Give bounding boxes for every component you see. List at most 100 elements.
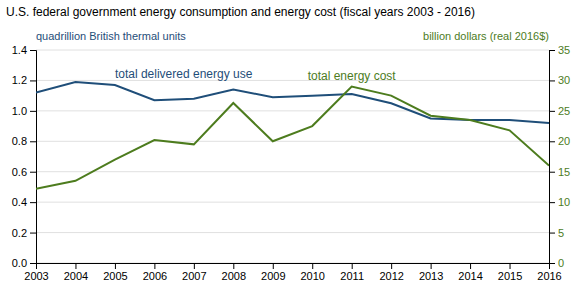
series-label: total energy cost xyxy=(308,69,397,83)
tick: 35 xyxy=(549,44,570,56)
tick-mark xyxy=(431,263,432,269)
tick-mark xyxy=(233,263,234,269)
tick-mark xyxy=(549,50,555,51)
tick: 1.2 xyxy=(12,74,36,86)
tick-label: 25 xyxy=(558,105,570,117)
tick-label: 0 xyxy=(558,257,564,269)
tick: 2012 xyxy=(379,263,403,282)
tick: 2014 xyxy=(458,263,482,282)
tick-mark xyxy=(194,263,195,269)
grid-line xyxy=(36,50,549,51)
tick: 2007 xyxy=(182,263,206,282)
tick-label: 35 xyxy=(558,44,570,56)
tick-label: 2008 xyxy=(222,270,246,282)
tick-mark xyxy=(30,263,36,264)
tick-mark xyxy=(30,50,36,51)
tick-label: 2012 xyxy=(379,270,403,282)
tick-label: 2009 xyxy=(261,270,285,282)
y2-axis: 0 5 10 15 20 25 30 35 xyxy=(549,44,570,269)
tick-mark xyxy=(352,263,353,269)
series-line xyxy=(36,87,549,189)
tick-label: 2016 xyxy=(537,270,561,282)
tick: 25 xyxy=(549,105,570,117)
tick-mark xyxy=(549,111,555,112)
tick-label: 30 xyxy=(558,74,570,86)
tick: 15 xyxy=(549,166,570,178)
tick: 30 xyxy=(549,74,570,86)
tick-label: 2007 xyxy=(182,270,206,282)
series-line xyxy=(36,82,549,123)
tick: 2010 xyxy=(300,263,324,282)
tick: 0.0 xyxy=(12,257,36,269)
tick: 2013 xyxy=(419,263,443,282)
grid xyxy=(36,50,549,263)
tick-label: 2005 xyxy=(103,270,127,282)
tick-mark xyxy=(549,172,555,173)
tick-label: 1.4 xyxy=(12,44,27,56)
tick-mark xyxy=(115,263,116,269)
tick-label: 10 xyxy=(558,196,570,208)
tick-mark xyxy=(154,263,155,269)
tick-label: 0.4 xyxy=(12,196,27,208)
axis-line xyxy=(30,51,37,264)
tick: 2004 xyxy=(64,263,88,282)
tick-label: 2015 xyxy=(498,270,522,282)
tick-mark xyxy=(30,202,36,203)
tick-label: 1.2 xyxy=(12,74,27,86)
tick-label: 2004 xyxy=(64,270,88,282)
tick: 20 xyxy=(549,135,570,147)
tick: 2009 xyxy=(261,263,285,282)
tick: 1.0 xyxy=(12,105,36,117)
tick-label: 0.6 xyxy=(12,166,27,178)
tick-mark xyxy=(30,172,36,173)
tick-mark xyxy=(273,263,274,269)
y2-axis-label: billion dollars (real 2016$) xyxy=(423,30,549,42)
tick: 2008 xyxy=(222,263,246,282)
tick-mark xyxy=(30,80,36,81)
tick: 2015 xyxy=(498,263,522,282)
tick: 0 xyxy=(549,257,564,269)
axis-line xyxy=(550,51,556,264)
plot-area xyxy=(36,82,549,189)
grid-line xyxy=(36,232,549,233)
tick-mark xyxy=(549,141,555,142)
tick-label: 15 xyxy=(558,166,570,178)
tick-label: 2010 xyxy=(300,270,324,282)
tick-mark xyxy=(549,202,555,203)
tick-label: 2006 xyxy=(143,270,167,282)
title: U.S. federal government energy consumpti… xyxy=(6,5,475,19)
chart-container: 2003200420052006200720082009201020112012… xyxy=(0,0,581,287)
tick: 0.8 xyxy=(12,135,36,147)
tick-mark xyxy=(391,263,392,269)
grid-line xyxy=(36,80,549,81)
tick-mark xyxy=(510,263,511,269)
tick-label: 2014 xyxy=(458,270,482,282)
tick: 2005 xyxy=(103,263,127,282)
tick: 0.4 xyxy=(12,196,36,208)
tick-mark xyxy=(549,80,555,81)
y-axis-label: quadrillion British thermal units xyxy=(36,30,186,42)
series-labels: total delivered energy usetotal energy c… xyxy=(115,67,396,83)
tick-label: 0.2 xyxy=(12,227,27,239)
tick-label: 20 xyxy=(558,135,570,147)
grid-line xyxy=(36,171,549,172)
tick: 5 xyxy=(549,227,564,239)
tick-label: 2003 xyxy=(24,270,48,282)
tick: 0.2 xyxy=(12,227,36,239)
tick-mark xyxy=(470,263,471,269)
tick-mark xyxy=(549,263,555,264)
tick: 2006 xyxy=(143,263,167,282)
grid-line xyxy=(36,110,549,111)
tick: 2003 xyxy=(24,263,48,282)
tick-mark xyxy=(312,263,313,269)
tick-mark xyxy=(30,141,36,142)
tick-label: 1.0 xyxy=(12,105,27,117)
y-axis: 0.0 0.2 0.4 0.6 0.8 1.0 1.2 1.4 xyxy=(12,44,37,269)
tick: 2011 xyxy=(340,263,364,282)
tick: 0.6 xyxy=(12,166,36,178)
tick-mark xyxy=(30,233,36,234)
tick-label: 5 xyxy=(558,227,564,239)
tick-label: 0.8 xyxy=(12,135,27,147)
grid-line xyxy=(36,141,549,142)
tick-mark xyxy=(75,263,76,269)
